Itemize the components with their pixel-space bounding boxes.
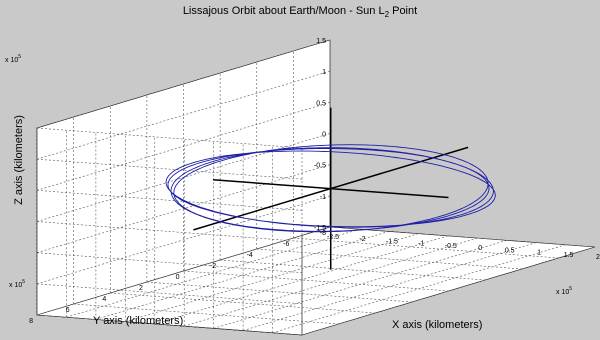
reference-axes: [193, 107, 469, 270]
z-tick-label: 1.5: [316, 38, 326, 45]
grid-line-z-back: [36, 283, 303, 305]
y-exponent-label: x 105: [9, 279, 25, 289]
x-tick-label: 0: [478, 245, 482, 252]
grid-line-z-back: [36, 158, 303, 180]
x-tick-label: -2.5: [327, 234, 339, 241]
x-tick-label: -1: [418, 241, 424, 248]
grid-line-z-side: [36, 39, 331, 129]
grid-line-z-back: [36, 127, 303, 149]
y-tick-label: -2: [210, 263, 216, 270]
grid-line-z-back: [36, 252, 303, 273]
x-exponent-label: x 105: [556, 286, 572, 296]
grid-line-y-floor: [220, 259, 486, 281]
x-tick-label: -0.5: [445, 243, 457, 250]
z-tick-label: -0.5: [314, 163, 326, 170]
tick-labels: -1.5 -1 -0.5 0 0.5 1 1.5 -8 -6 -4 -2 0 2 4 6 8 -2.5 -2 -1.…: [29, 38, 600, 325]
z-tick-label: 0: [322, 132, 326, 139]
grid-line-z-side: [36, 102, 331, 191]
grid-line-y-floor: [183, 270, 449, 292]
y-axis-label: Y axis (kilometers): [93, 315, 183, 327]
x-tick-label: 0.5: [505, 247, 515, 254]
z-tick-label: -1: [320, 194, 326, 201]
y-tick-label: -6: [283, 241, 289, 248]
orbit-path: [165, 144, 496, 233]
y-tick-label: 8: [29, 318, 33, 325]
y-tick-label: -4: [247, 252, 253, 259]
y-tick-label: 2: [139, 285, 143, 292]
grid-line-x-floor: [184, 237, 478, 327]
y-tick-label: 6: [66, 307, 70, 314]
grid-line-z-side: [36, 226, 331, 316]
chart-title: Lissajous Orbit about Earth/Moon - Sun L…: [183, 5, 417, 19]
grid-line-x-floor: [95, 231, 389, 320]
x-tick-label: 1.5: [564, 252, 574, 259]
grid-line-x-floor: [154, 235, 448, 325]
grid-line-y-floor: [110, 292, 376, 314]
grid-line-y-floor: [293, 237, 559, 259]
x-tick-label: 2: [596, 254, 600, 261]
grid-line-z-side: [36, 70, 331, 160]
z-tick-label: 0.5: [316, 100, 326, 107]
z-tick-label: -1.5: [314, 225, 326, 232]
grid-line-z-side: [36, 195, 331, 285]
grid-line-y-floor: [146, 281, 412, 303]
x-tick-label: -2: [359, 236, 365, 243]
grid-line-z-back: [36, 221, 303, 242]
y-tick-label: 0: [176, 274, 180, 281]
grid-line-y-floor: [256, 248, 522, 270]
grid-line-z-side: [36, 164, 331, 253]
chart-title-subscript: 2: [385, 10, 390, 19]
z-axis-label: Z axis (kilometers): [13, 115, 25, 205]
chart-title-suffix: Point: [389, 5, 417, 17]
y-tick-label: -8: [320, 230, 326, 237]
grid-line-y-floor: [329, 226, 596, 248]
x-axis-label: X axis (kilometers): [392, 319, 482, 331]
x-tick-label: 1: [537, 250, 541, 257]
grid-line-z-back: [36, 190, 303, 211]
grid-lines: [36, 39, 596, 336]
z-tick-label: 1: [322, 69, 326, 76]
grid-line-y-floor: [73, 303, 339, 325]
y-tick-label: 4: [102, 296, 106, 303]
orbit-series: [165, 144, 496, 233]
z-exponent-label: x 105: [5, 54, 21, 64]
x-tick-label: -1.5: [386, 238, 398, 245]
grid-line-x-floor: [243, 242, 537, 331]
grid-line-z-back: [36, 314, 303, 336]
